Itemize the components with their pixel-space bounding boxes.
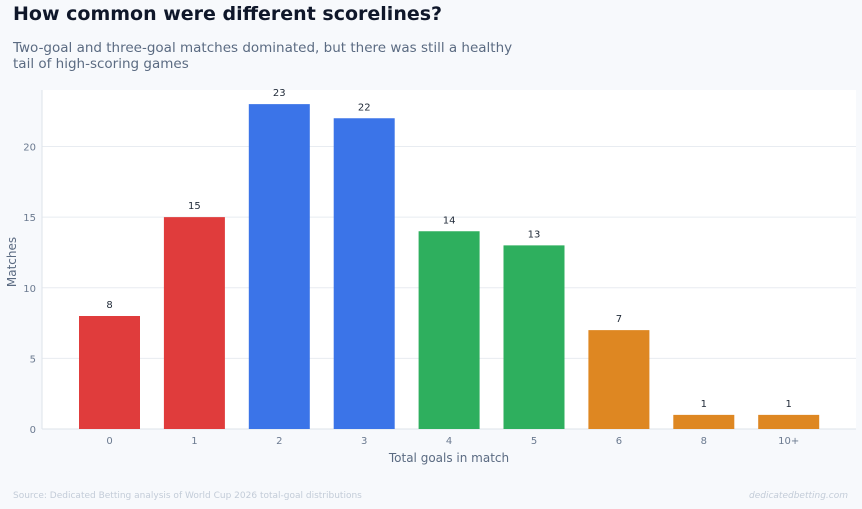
bar <box>503 245 565 429</box>
x-tick-label: 10+ <box>778 436 799 447</box>
source-note: Source: Dedicated Betting analysis of Wo… <box>13 491 362 501</box>
data-label: 8 <box>106 300 112 311</box>
x-axis-label: Total goals in match <box>388 451 509 465</box>
y-axis-label: Matches <box>5 237 19 287</box>
x-tick-label: 6 <box>616 436 622 447</box>
data-label: 15 <box>188 201 201 212</box>
x-tick-label: 5 <box>531 436 537 447</box>
x-tick-label: 2 <box>276 436 282 447</box>
data-label: 23 <box>273 88 286 99</box>
data-label: 1 <box>701 399 707 410</box>
data-label: 22 <box>358 102 371 113</box>
bar <box>248 104 310 429</box>
y-tick-label: 5 <box>30 354 36 365</box>
bar <box>333 118 395 429</box>
y-tick-label: 0 <box>30 425 36 436</box>
bar <box>758 414 820 429</box>
bar <box>418 231 480 429</box>
x-tick-label: 3 <box>361 436 367 447</box>
x-tick-label: 0 <box>106 436 112 447</box>
chart-subtitle: Two-goal and three-goal matches dominate… <box>13 40 513 72</box>
data-label: 14 <box>443 215 456 226</box>
bar <box>79 316 140 429</box>
x-tick-label: 8 <box>701 436 707 447</box>
y-axis: 0 5 10 15 20 <box>23 143 36 437</box>
bar <box>588 330 650 429</box>
x-tick-label: 1 <box>191 436 197 447</box>
brand-credit: dedicatedbetting.com <box>748 491 848 501</box>
y-tick-label: 20 <box>23 143 36 154</box>
bar <box>163 217 225 429</box>
y-tick-label: 10 <box>23 284 36 295</box>
data-label: 1 <box>786 399 792 410</box>
x-tick-label: 4 <box>446 436 452 447</box>
bar-series: 8 15 23 22 14 13 7 1 1 <box>79 88 820 429</box>
x-axis: 0 1 2 3 4 5 6 8 10+ <box>106 436 799 447</box>
data-label: 7 <box>616 314 622 325</box>
y-tick-label: 15 <box>23 213 36 224</box>
bar <box>673 414 735 429</box>
chart-title: How common were different scorelines? <box>13 3 443 25</box>
data-label: 13 <box>528 229 541 240</box>
